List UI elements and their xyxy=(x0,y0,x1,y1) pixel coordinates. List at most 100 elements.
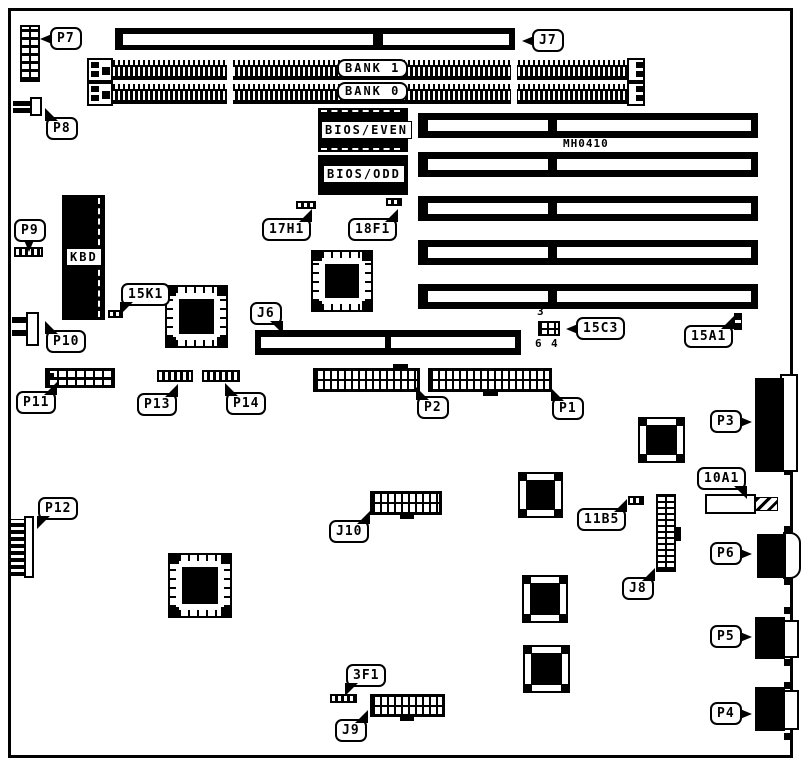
callout-p6-label: P6 xyxy=(717,546,735,561)
connector-p7 xyxy=(20,25,40,82)
bios-even-label: BIOS/EVEN xyxy=(321,121,413,139)
callout-p4-pointer xyxy=(739,709,752,719)
header-p13 xyxy=(157,370,193,382)
callout-p13: P13 xyxy=(137,384,179,416)
connector-p4-shell xyxy=(783,690,799,730)
connector-p3 xyxy=(755,378,784,472)
callout-p13-pointer xyxy=(165,384,179,397)
bank1-label: BANK 1 xyxy=(337,59,409,78)
callout-j7-pointer xyxy=(522,36,534,46)
header-p1-key xyxy=(483,391,498,396)
socket-10a1-hatch xyxy=(755,497,778,511)
callout-15a1-pointer xyxy=(721,316,735,329)
header-j10-key xyxy=(400,514,414,519)
connector-p10-wire xyxy=(12,317,28,323)
kbd-label: KBD xyxy=(66,248,102,266)
jumper-18f1 xyxy=(386,198,402,206)
callout-3f1: 3F1 xyxy=(345,664,387,696)
callout-18f1-label: 18F1 xyxy=(355,222,391,237)
callout-p14-label: P14 xyxy=(233,396,260,411)
connector-p6 xyxy=(757,534,786,578)
jumper-17h1 xyxy=(296,201,316,209)
callout-15k1-label: 15K1 xyxy=(128,287,164,302)
callout-j7-label: J7 xyxy=(539,33,557,48)
callout-p9-label: P9 xyxy=(21,223,39,238)
callout-p5-label: P5 xyxy=(717,629,735,644)
callout-p2-pointer xyxy=(416,387,429,400)
isa-slot-1 xyxy=(418,113,758,138)
header-j9-key xyxy=(400,716,414,721)
callout-p14: P14 xyxy=(225,383,267,415)
callout-15c3: 15C3 xyxy=(566,317,626,340)
callout-j10-pointer xyxy=(357,511,371,524)
bank0-label: BANK 0 xyxy=(337,82,409,101)
isa-slot-2 xyxy=(418,152,758,177)
callout-p11-label: P11 xyxy=(23,395,50,410)
jumper-15c3-pin3: 3 xyxy=(537,305,544,318)
connector-p8-wire xyxy=(13,101,33,106)
callout-17h1: 17H1 xyxy=(262,209,313,241)
callout-p8-pointer xyxy=(45,108,58,121)
slot-j7 xyxy=(115,28,515,50)
callout-j8-pointer xyxy=(641,568,655,581)
connector-p10-wire xyxy=(12,330,28,336)
callout-p5-pointer xyxy=(739,632,752,642)
jumper-15c3-pin6: 6 xyxy=(535,337,542,350)
callout-18f1-pointer xyxy=(385,209,399,222)
callout-p14-pointer xyxy=(225,383,238,396)
edge-tab xyxy=(784,607,791,614)
callout-j10: J10 xyxy=(329,511,371,543)
callout-p6-pointer xyxy=(739,549,752,559)
header-p11 xyxy=(45,368,115,388)
callout-p10: P10 xyxy=(45,321,87,353)
callout-j8: J8 xyxy=(622,568,655,600)
callout-j10-label: J10 xyxy=(336,524,363,539)
callout-10a1-label: 10A1 xyxy=(704,471,740,486)
jumper-p9 xyxy=(14,247,43,257)
isa-slot-4 xyxy=(418,240,758,265)
callout-17h1-label: 17H1 xyxy=(269,222,305,237)
callout-p3-pointer xyxy=(739,417,752,427)
connector-p5 xyxy=(755,617,785,659)
callout-15c3-pointer xyxy=(566,324,578,334)
callout-p11: P11 xyxy=(16,382,58,414)
callout-p4-label: P4 xyxy=(717,706,735,721)
isa-slot-3 xyxy=(418,196,758,221)
plcc-chip-3 xyxy=(522,575,568,623)
callout-p8-label: P8 xyxy=(53,121,71,136)
callout-j9-pointer xyxy=(354,710,368,723)
callout-3f1-label: 3F1 xyxy=(353,668,380,683)
jumper-15c3-pin4: 4 xyxy=(551,337,558,350)
callout-p11-pointer xyxy=(44,382,58,395)
edge-tab xyxy=(784,578,791,585)
jumper-11b5 xyxy=(628,496,644,505)
callout-p1-label: P1 xyxy=(559,401,577,416)
callout-p2-label: P2 xyxy=(424,400,442,415)
callout-p4: P4 xyxy=(710,702,752,725)
connector-p12-pins xyxy=(10,519,25,576)
callout-15a1-label: 15A1 xyxy=(691,329,727,344)
edge-tab xyxy=(784,526,791,533)
callout-j9: J9 xyxy=(335,710,368,742)
callout-p7: P7 xyxy=(40,27,82,50)
callout-j6-label: J6 xyxy=(257,306,275,321)
qfp-chip-1 xyxy=(165,285,228,348)
connector-p8-wire xyxy=(13,108,33,113)
header-j8 xyxy=(656,494,676,572)
header-j8-key xyxy=(676,527,681,541)
qfp-chip-3 xyxy=(168,553,232,618)
callout-p6: P6 xyxy=(710,542,752,565)
header-p1 xyxy=(428,368,552,392)
callout-p13-label: P13 xyxy=(144,397,171,412)
callout-p7-pointer xyxy=(40,34,52,44)
callout-p9-pointer xyxy=(24,240,34,252)
slot-j6 xyxy=(255,330,521,355)
edge-tab xyxy=(784,733,791,740)
silkscreen-mh0410: MH0410 xyxy=(563,137,609,150)
connector-p10 xyxy=(26,312,39,346)
bios-odd-label: BIOS/ODD xyxy=(323,165,405,183)
callout-p7-label: P7 xyxy=(57,31,75,46)
callout-p3: P3 xyxy=(710,410,752,433)
callout-10a1: 10A1 xyxy=(697,467,748,499)
